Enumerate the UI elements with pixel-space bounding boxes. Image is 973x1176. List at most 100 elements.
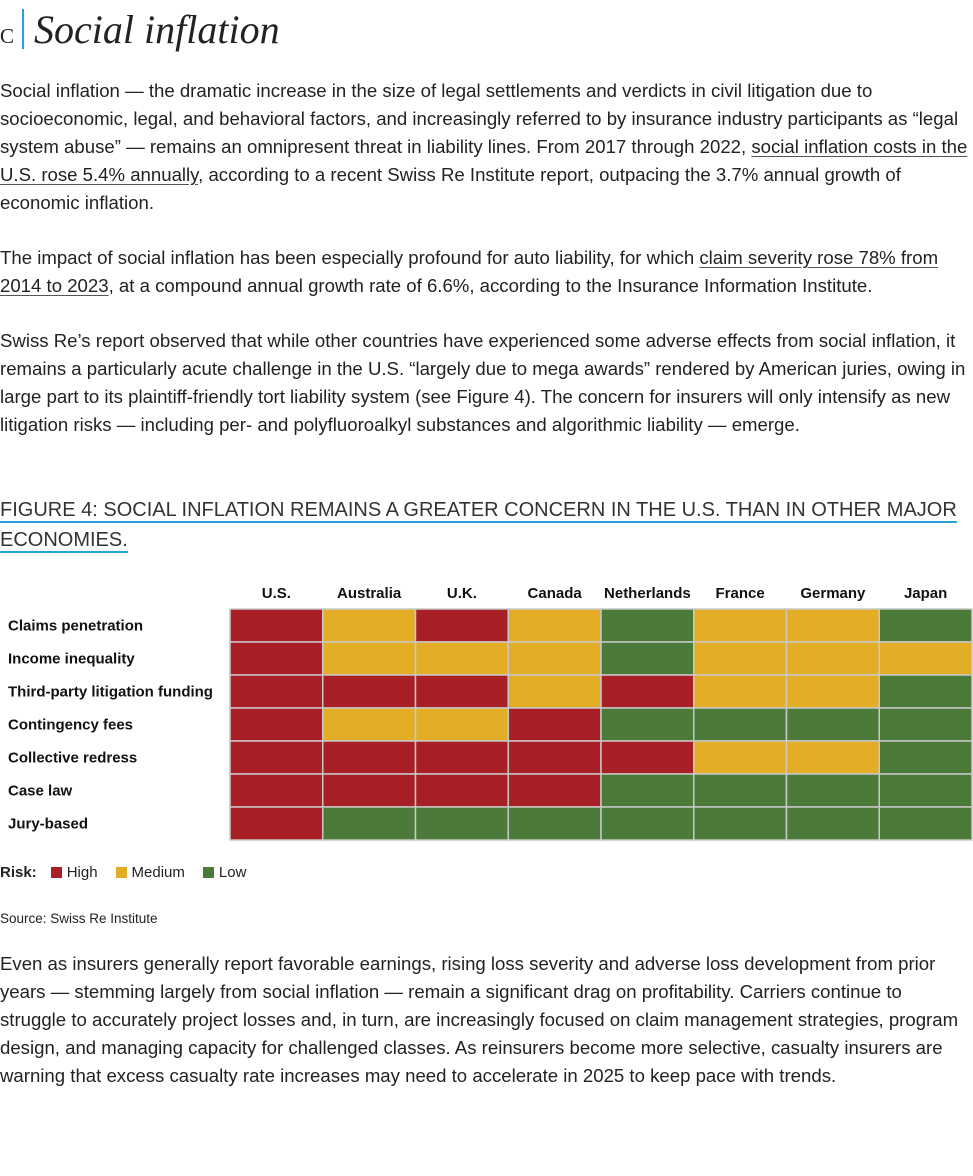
heat-cell (878, 740, 973, 775)
figure-title: FIGURE 4: SOCIAL INFLATION REMAINS A GRE… (0, 495, 960, 555)
heat-cell (600, 674, 695, 709)
paragraph: Swiss Re’s report observed that while ot… (0, 330, 966, 435)
heat-cell (693, 608, 788, 643)
heat-cell (229, 608, 324, 643)
heat-cell (600, 707, 695, 742)
heat-cell (693, 806, 788, 841)
heat-cell (322, 806, 417, 841)
heat-cell (507, 608, 602, 643)
heat-cell (693, 641, 788, 676)
row-label: Third-party litigation funding (8, 683, 213, 700)
heat-cell (414, 608, 509, 643)
paragraph: Social inflation — the dramatic increase… (0, 77, 972, 217)
heat-cell (414, 641, 509, 676)
column-header: France (716, 585, 765, 602)
row-label: Claims penetration (8, 617, 143, 634)
heat-cell (322, 707, 417, 742)
divider (22, 9, 25, 49)
heat-cell (878, 641, 973, 676)
heat-cell (785, 806, 880, 841)
heat-cell (229, 707, 324, 742)
legend-swatch (115, 867, 127, 878)
legend-label: Low (218, 864, 247, 881)
section-title: Social inflation (34, 7, 280, 52)
heat-cell (600, 773, 695, 808)
heat-cell (414, 806, 509, 841)
heat-cell (507, 641, 602, 676)
heatmap: U.S. Australia U.K. Canada Netherlands France… (8, 585, 973, 841)
legend: Risk: High Medium Low (0, 864, 258, 881)
paragraph: The impact of social inflation has been … (0, 244, 972, 300)
figure-title-text: FIGURE 4: SOCIAL INFLATION REMAINS A GRE… (0, 499, 957, 553)
heat-cell (322, 641, 417, 676)
text: Social inflation — the dramatic increase… (0, 80, 959, 157)
legend-item: High (50, 864, 98, 881)
text: , according to a recent Swiss Re Institu… (0, 164, 901, 213)
link[interactable]: claim severity rose 78% from 2014 to 202… (0, 247, 939, 296)
heat-cell (600, 740, 695, 775)
heat-cell (600, 641, 695, 676)
section-letter: C (0, 17, 15, 50)
column-header: U.K. (447, 585, 477, 602)
row-label: Jury-based (8, 815, 88, 832)
heat-cell (878, 773, 973, 808)
row-label: Case law (8, 782, 73, 799)
heat-cell (785, 773, 880, 808)
source: Source: Swiss Re Institute (0, 911, 158, 926)
paragraph: Even as insurers generally report favora… (0, 953, 959, 1086)
heat-cell (229, 641, 324, 676)
column-header: Japan (904, 585, 947, 602)
column-header: Germany (800, 585, 866, 602)
column-header: U.S. (262, 585, 291, 602)
heat-cell (229, 674, 324, 709)
heat-cell (507, 773, 602, 808)
row-label: Income inequality (8, 650, 135, 667)
heat-cell (322, 674, 417, 709)
heat-cell (507, 674, 602, 709)
text: The impact of social inflation has been … (0, 247, 700, 268)
text: , at a compound annual growth rate of 6.… (108, 275, 873, 296)
heat-cell (785, 707, 880, 742)
legend-swatch (202, 867, 214, 878)
heat-cell (785, 641, 880, 676)
legend-item: Medium (115, 864, 185, 881)
heat-cell (414, 773, 509, 808)
section-header: C Social inflation (0, 6, 280, 53)
heat-cell (229, 773, 324, 808)
heat-cell (229, 806, 324, 841)
heat-cell (322, 773, 417, 808)
row-label: Collective redress (8, 749, 137, 766)
legend-title: Risk: (0, 864, 37, 881)
heat-cell (507, 806, 602, 841)
heat-cell (878, 674, 973, 709)
heat-cell (414, 674, 509, 709)
heat-cell (414, 740, 509, 775)
heat-cell (878, 707, 973, 742)
heat-cell (229, 740, 324, 775)
heat-cell (322, 608, 417, 643)
heat-cell (507, 707, 602, 742)
heat-cell (322, 740, 417, 775)
column-header: Australia (337, 585, 402, 602)
legend-swatch (50, 867, 62, 878)
heat-cell (507, 740, 602, 775)
heat-cell (414, 707, 509, 742)
heat-cell (878, 806, 973, 841)
row-label: Contingency fees (8, 716, 133, 733)
heat-cell (693, 773, 788, 808)
heat-cell (878, 608, 973, 643)
heat-cell (785, 608, 880, 643)
legend-label: Medium (131, 864, 185, 881)
heat-cell (693, 674, 788, 709)
heat-cell (693, 707, 788, 742)
heat-cell (785, 674, 880, 709)
heat-cell (600, 806, 695, 841)
legend-item: Low (202, 864, 247, 881)
link[interactable]: social inflation costs in the U.S. rose … (0, 136, 968, 185)
heat-cell (600, 608, 695, 643)
column-header: Netherlands (604, 585, 691, 602)
legend-label: High (66, 864, 98, 881)
column-header: Canada (528, 585, 583, 602)
heat-cell (693, 740, 788, 775)
